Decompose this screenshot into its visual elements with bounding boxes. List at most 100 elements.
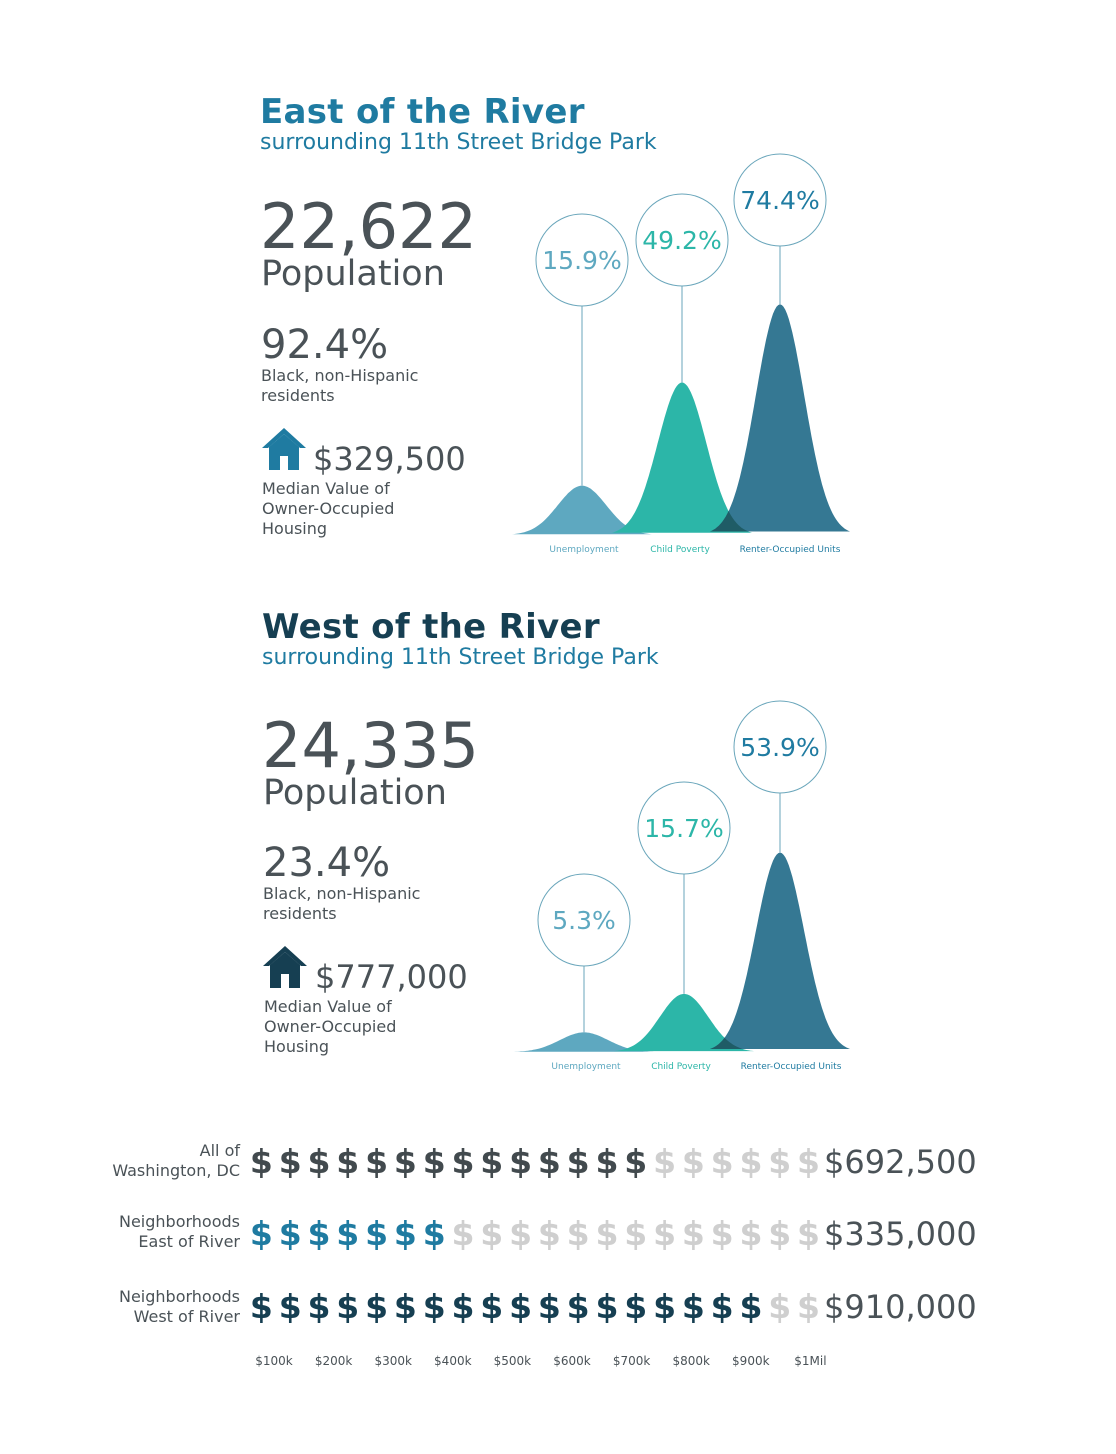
dollar-icon: $ bbox=[393, 1214, 417, 1253]
renter-occupied-curve bbox=[710, 852, 850, 1049]
x-tick-label: $900k bbox=[732, 1354, 770, 1368]
renter-occupied-value-label: 53.9% bbox=[740, 733, 819, 762]
unemployment-value-label: 15.9% bbox=[542, 246, 621, 275]
dollar-icon: $ bbox=[566, 1214, 590, 1253]
dollar-icon: $ bbox=[278, 1287, 302, 1326]
row-value-dc: $692,500 bbox=[824, 1143, 977, 1181]
west-chart: 5.3% Unemployment 15.7% Child Poverty 53.9% R… bbox=[514, 700, 850, 1072]
east-median-label-3: Housing bbox=[262, 519, 328, 538]
x-tick-label: $300k bbox=[374, 1354, 412, 1368]
east-black-label-1: Black, non-Hispanic bbox=[261, 366, 419, 385]
dollar-icon: $ bbox=[278, 1142, 302, 1181]
dollar-icon: $ bbox=[480, 1142, 504, 1181]
dollar-icon: $ bbox=[249, 1142, 273, 1181]
house-icon bbox=[263, 946, 307, 988]
dollar-icon: $ bbox=[307, 1142, 331, 1181]
dollar-icon: $ bbox=[422, 1287, 446, 1326]
dollar-icon: $ bbox=[509, 1142, 533, 1181]
dollar-icon: $ bbox=[451, 1287, 475, 1326]
renter-occupied-axis-label: Renter-Occupied Units bbox=[740, 545, 841, 555]
east-median-label-2: Owner-Occupied bbox=[262, 499, 395, 518]
dollar-icon: $ bbox=[768, 1214, 792, 1253]
dollar-icon: $ bbox=[681, 1287, 705, 1326]
child-poverty-bubble bbox=[637, 781, 731, 875]
dollar-icon: $ bbox=[768, 1142, 792, 1181]
dollar-icon: $ bbox=[336, 1214, 360, 1253]
east-black-pct: 92.4% bbox=[261, 322, 389, 368]
west-median-value: $777,000 bbox=[315, 958, 468, 996]
dollar-icon: $ bbox=[681, 1142, 705, 1181]
dollar-icon: $ bbox=[537, 1214, 561, 1253]
row-value-east: $335,000 bbox=[824, 1215, 977, 1253]
dollar-icon: $ bbox=[480, 1287, 504, 1326]
dollar-icon: $ bbox=[595, 1142, 619, 1181]
x-tick-label: $100k bbox=[255, 1354, 293, 1368]
dollar-icon: $ bbox=[509, 1287, 533, 1326]
row-label-west: Neighborhoods West of River bbox=[118, 1287, 240, 1326]
dollar-icon: $ bbox=[739, 1214, 763, 1253]
dollar-icon: $ bbox=[739, 1287, 763, 1326]
east-subtitle: surrounding 11th Street Bridge Park bbox=[260, 130, 657, 155]
row-value-west: $910,000 bbox=[824, 1288, 977, 1326]
dollar-icon: $ bbox=[653, 1142, 677, 1181]
east-section: East of the River surrounding 11th Stree… bbox=[0, 0, 1116, 580]
east-black-label-2: residents bbox=[261, 386, 335, 405]
dollar-icon: $ bbox=[624, 1214, 648, 1253]
child-poverty-axis-label: Child Poverty bbox=[651, 1062, 711, 1072]
dollar-icon: $ bbox=[710, 1287, 734, 1326]
west-black-label-1: Black, non-Hispanic bbox=[263, 884, 421, 903]
x-tick-label: $400k bbox=[434, 1354, 472, 1368]
dollar-icon: $ bbox=[681, 1214, 705, 1253]
west-median-label-1: Median Value of bbox=[264, 997, 392, 1016]
dollar-icon: $ bbox=[365, 1142, 389, 1181]
dollar-icon: $ bbox=[307, 1287, 331, 1326]
east-title: East of the River bbox=[260, 92, 585, 132]
dollar-icon: $ bbox=[537, 1287, 561, 1326]
dollar-icon: $ bbox=[797, 1287, 821, 1326]
row-label-dc: All of Washington, DC bbox=[112, 1141, 240, 1180]
x-tick-label: $1Mil bbox=[794, 1354, 827, 1368]
renter-occupied-bubble bbox=[733, 700, 827, 794]
x-tick-label: $600k bbox=[553, 1354, 591, 1368]
west-subtitle: surrounding 11th Street Bridge Park bbox=[262, 645, 659, 670]
x-tick-label: $800k bbox=[672, 1354, 710, 1368]
dollar-icon: $ bbox=[336, 1287, 360, 1326]
dollar-icon: $ bbox=[566, 1142, 590, 1181]
dollar-icon: $ bbox=[451, 1142, 475, 1181]
dollar-icon: $ bbox=[537, 1142, 561, 1181]
dollar-icon: $ bbox=[624, 1142, 648, 1181]
dollar-icon: $ bbox=[710, 1142, 734, 1181]
dollar-icon: $ bbox=[365, 1214, 389, 1253]
unemployment-bubble bbox=[537, 873, 631, 967]
child-poverty-curve bbox=[614, 993, 754, 1052]
dollar-row-west: $ $ $ $ $ $ $ $ $ $ $ $ $ $ $ $ $ $ $ $ bbox=[247, 1290, 823, 1323]
dollar-icon: $ bbox=[768, 1287, 792, 1326]
dollar-row-east: $ $ $ $ $ $ $ $ $ $ $ $ $ $ $ $ $ $ $ $ bbox=[247, 1217, 823, 1250]
dollar-icon: $ bbox=[249, 1287, 273, 1326]
dollar-icon: $ bbox=[739, 1142, 763, 1181]
dollar-icon: $ bbox=[653, 1214, 677, 1253]
dollar-icon: $ bbox=[624, 1287, 648, 1326]
unemployment-curve bbox=[512, 485, 652, 535]
housing-comparison: All of Washington, DC $ $ $ $ $ $ $ $ $ $ $ $ $ $ $ $ $ $… bbox=[0, 1130, 1116, 1390]
child-poverty-axis-label: Child Poverty bbox=[650, 545, 710, 555]
dollar-icon: $ bbox=[365, 1287, 389, 1326]
unemployment-axis-label: Unemployment bbox=[549, 545, 619, 555]
dollar-row-dc: $ $ $ $ $ $ $ $ $ $ $ $ $ $ $ $ $ $ $ $ bbox=[247, 1145, 823, 1178]
west-median-label-2: Owner-Occupied bbox=[264, 1017, 397, 1036]
unemployment-bubble bbox=[535, 213, 629, 307]
dollar-icon: $ bbox=[393, 1287, 417, 1326]
dollar-icon: $ bbox=[509, 1214, 533, 1253]
east-population: 22,622 bbox=[260, 190, 477, 263]
west-title: West of the River bbox=[262, 607, 600, 647]
dollar-icon: $ bbox=[595, 1287, 619, 1326]
dollar-icon: $ bbox=[595, 1214, 619, 1253]
row-label-east: Neighborhoods East of River bbox=[118, 1212, 240, 1251]
dollar-icon: $ bbox=[797, 1214, 821, 1253]
dollar-icon: $ bbox=[422, 1142, 446, 1181]
dollar-icon: $ bbox=[797, 1142, 821, 1181]
child-poverty-value-label: 49.2% bbox=[642, 226, 721, 255]
east-chart: 15.9% Unemployment 49.2% Child Poverty 74.4%… bbox=[512, 153, 850, 555]
unemployment-curve bbox=[514, 1032, 654, 1052]
dollar-icon: $ bbox=[710, 1214, 734, 1253]
